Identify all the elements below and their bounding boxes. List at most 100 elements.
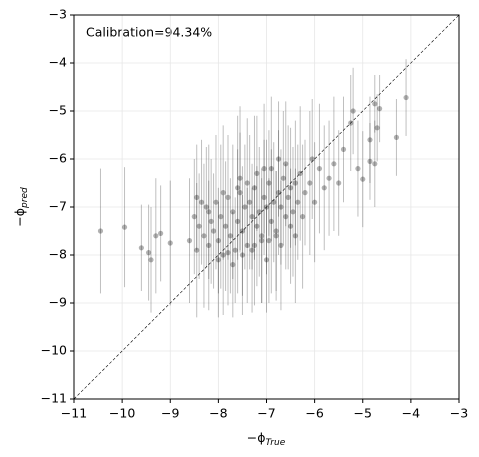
point [206,242,212,248]
point [312,199,318,205]
point [302,190,308,196]
point [273,233,279,239]
y-tick-label: −5 [49,103,67,118]
x-tick-label: −3 [450,406,468,421]
point [261,166,267,172]
point [251,185,258,191]
point [259,238,265,244]
point [210,228,217,234]
point [227,233,234,239]
point [208,218,214,224]
point [350,108,356,114]
point [232,247,238,253]
point [348,120,354,126]
y-tick-label: −9 [49,295,67,310]
point [372,101,378,107]
point [222,223,229,229]
x-tick-label: −7 [257,406,275,421]
point [336,180,342,186]
point [309,156,315,162]
x-axis-label-main: −ϕ [247,430,266,445]
y-tick-label: −8 [49,247,67,262]
point [287,223,294,229]
y-axis-label-sub: pred [20,187,30,209]
point [254,170,260,176]
point [249,214,255,220]
point [167,240,173,246]
point [340,146,347,152]
point [275,190,282,196]
point [261,194,267,200]
point [215,238,221,244]
point [331,161,337,167]
point [121,224,128,230]
point [237,190,243,196]
point [376,106,383,112]
point [307,180,313,186]
point [360,176,366,182]
point [299,214,306,220]
point [158,230,164,236]
point [206,209,212,215]
point [367,158,373,164]
point [263,257,270,263]
point [283,161,289,167]
point [254,223,260,229]
x-tick-label: −6 [305,406,323,421]
y-axis-label-main: −ϕ [12,208,27,227]
point [374,125,380,131]
point [235,218,241,224]
point [321,185,327,191]
point [287,185,294,191]
point [198,199,205,205]
point [225,194,231,200]
point [256,209,262,215]
point [367,137,373,143]
x-tick-label: −10 [109,406,135,421]
plot-frame [73,14,460,400]
y-tick-label: −10 [41,343,67,358]
point [278,204,284,210]
point [218,214,224,220]
point [194,247,200,253]
point [251,242,258,248]
x-tick-label: −8 [209,406,227,421]
point [275,156,282,162]
point [244,242,250,248]
point [268,218,274,224]
point [148,257,154,263]
point [239,252,246,258]
point [242,204,248,210]
y-tick-label: −7 [49,199,67,214]
point [326,175,332,181]
point [235,185,241,191]
x-tick-label: −5 [354,406,372,421]
point [278,242,284,248]
point [153,233,159,239]
point [393,134,400,140]
y-tick-label: −11 [41,391,67,406]
point [259,233,265,239]
point [244,180,250,186]
point [186,238,193,244]
point [285,194,291,200]
point [220,190,226,196]
point [220,252,226,258]
annotation: Calibration=94.34% [86,25,212,40]
x-axis-label-sub: True [265,438,285,448]
point [201,233,207,239]
x-axis-label: −ϕTrue [247,430,286,448]
point [249,247,255,253]
point [292,233,298,239]
point [145,250,152,256]
point [316,166,323,172]
point [271,199,277,205]
point [295,199,301,205]
y-tick-label: −3 [49,7,67,22]
point [203,204,209,210]
point [196,223,202,229]
point [215,257,221,263]
point [213,199,219,205]
point [191,214,197,220]
